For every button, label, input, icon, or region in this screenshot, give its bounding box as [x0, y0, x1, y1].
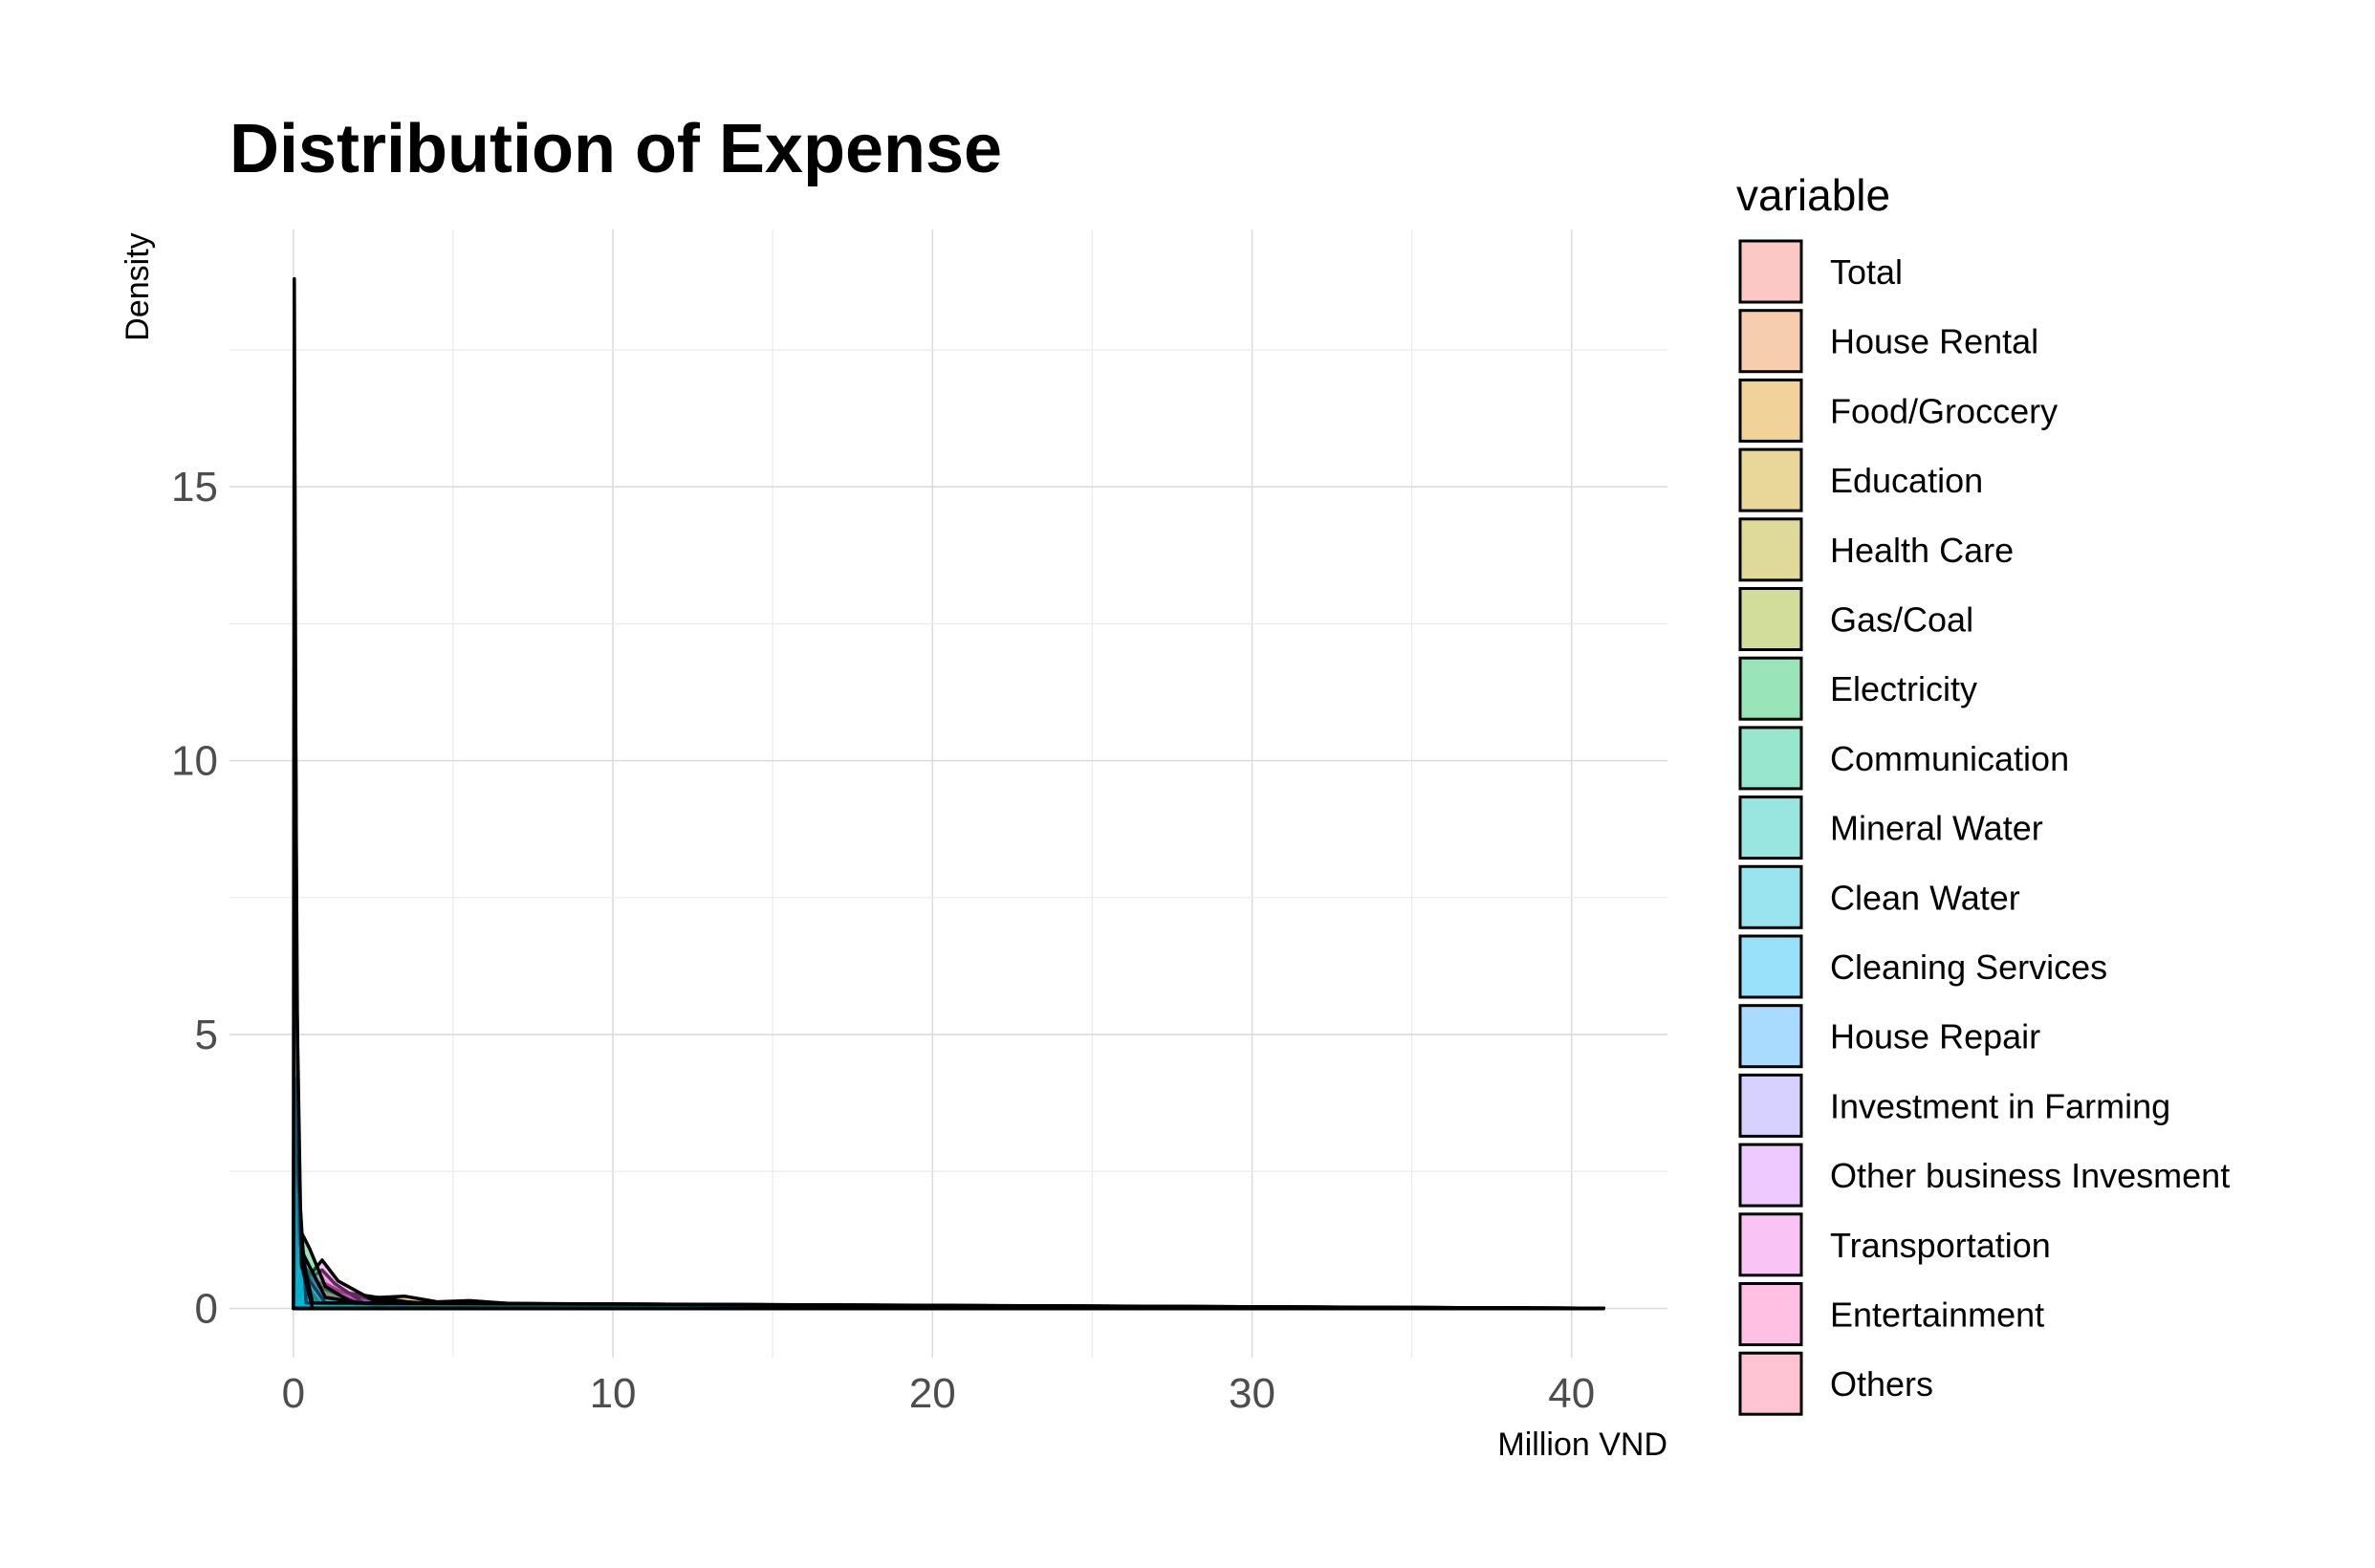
legend-key-other-business-invesment — [1738, 1143, 1803, 1208]
legend-label: Other business Invesment — [1830, 1156, 2230, 1195]
y-tick-label: 10 — [171, 738, 218, 785]
x-axis-label: Million VND — [1497, 1426, 1667, 1463]
density-areas — [292, 276, 1605, 1311]
legend-key-communication — [1738, 726, 1803, 791]
legend-label: Education — [1830, 461, 1983, 500]
legend-key-total — [1738, 239, 1803, 304]
legend-key-others — [1738, 1351, 1803, 1416]
legend-label: Investment in Farming — [1830, 1086, 2170, 1125]
legend-label: House Repair — [1830, 1017, 2040, 1056]
legend-label: Gas/Coal — [1830, 600, 1973, 640]
y-tick-label: 0 — [195, 1285, 218, 1332]
x-tick-label: 30 — [1229, 1370, 1275, 1417]
legend-key-house-repair — [1738, 1004, 1803, 1069]
legend-label: Transportation — [1830, 1226, 2051, 1265]
legend-key-clean-water — [1738, 864, 1803, 929]
legend-label: Total — [1830, 252, 1903, 292]
legend-key-food-groccery — [1738, 378, 1803, 443]
y-axis-ticks: 0 5 10 15 — [171, 464, 218, 1332]
density-area-mineral-water — [292, 1077, 1605, 1311]
x-tick-label: 0 — [282, 1370, 305, 1417]
grid — [229, 229, 1667, 1358]
legend-key-gas-coal — [1738, 587, 1803, 651]
density-area-house-repair — [292, 1142, 1605, 1311]
legend-label: Entertainment — [1830, 1296, 2044, 1335]
legend-label: Cleaning Services — [1830, 947, 2107, 987]
density-area-clean-water — [292, 621, 1605, 1311]
legend-key-cleaning-services — [1738, 934, 1803, 999]
y-axis-label: Density — [120, 232, 156, 340]
legend-label: Mineral Water — [1830, 809, 2043, 848]
legend-label: Communication — [1830, 739, 2069, 778]
x-tick-label: 40 — [1548, 1370, 1595, 1417]
chart-title: Distribution of Expense — [229, 111, 1002, 187]
legend-key-education — [1738, 447, 1803, 512]
legend-label: Others — [1830, 1364, 1933, 1404]
legend-label: House Rental — [1830, 322, 2038, 361]
legend-label: Food/Groccery — [1830, 391, 2058, 430]
legend-title: variable — [1736, 170, 1890, 220]
legend-key-health-care — [1738, 517, 1803, 582]
y-tick-label: 15 — [171, 464, 218, 511]
density-area-cleaning-services — [292, 276, 1605, 1311]
legend-label: Health Care — [1830, 531, 2014, 570]
x-tick-label: 10 — [590, 1370, 637, 1417]
density-area-communication — [292, 1197, 1605, 1311]
density-area-gas-coal — [292, 1240, 1605, 1311]
density-area-electricity — [292, 1224, 1605, 1311]
x-tick-label: 20 — [909, 1370, 956, 1417]
legend-key-entertainment — [1738, 1282, 1803, 1346]
legend-key-investment-in-farming — [1738, 1073, 1803, 1138]
x-axis-ticks: 0 10 20 30 40 — [282, 1370, 1596, 1417]
legend-key-electricity — [1738, 656, 1803, 721]
legend: Total House Rental Food/Groccery Education H… — [1738, 239, 2230, 1416]
y-tick-label: 5 — [195, 1012, 218, 1058]
legend-label: Clean Water — [1830, 878, 2020, 917]
legend-label: Electricity — [1830, 669, 1977, 708]
legend-key-mineral-water — [1738, 795, 1803, 860]
legend-key-transportation — [1738, 1212, 1803, 1277]
legend-key-house-rental — [1738, 309, 1803, 374]
